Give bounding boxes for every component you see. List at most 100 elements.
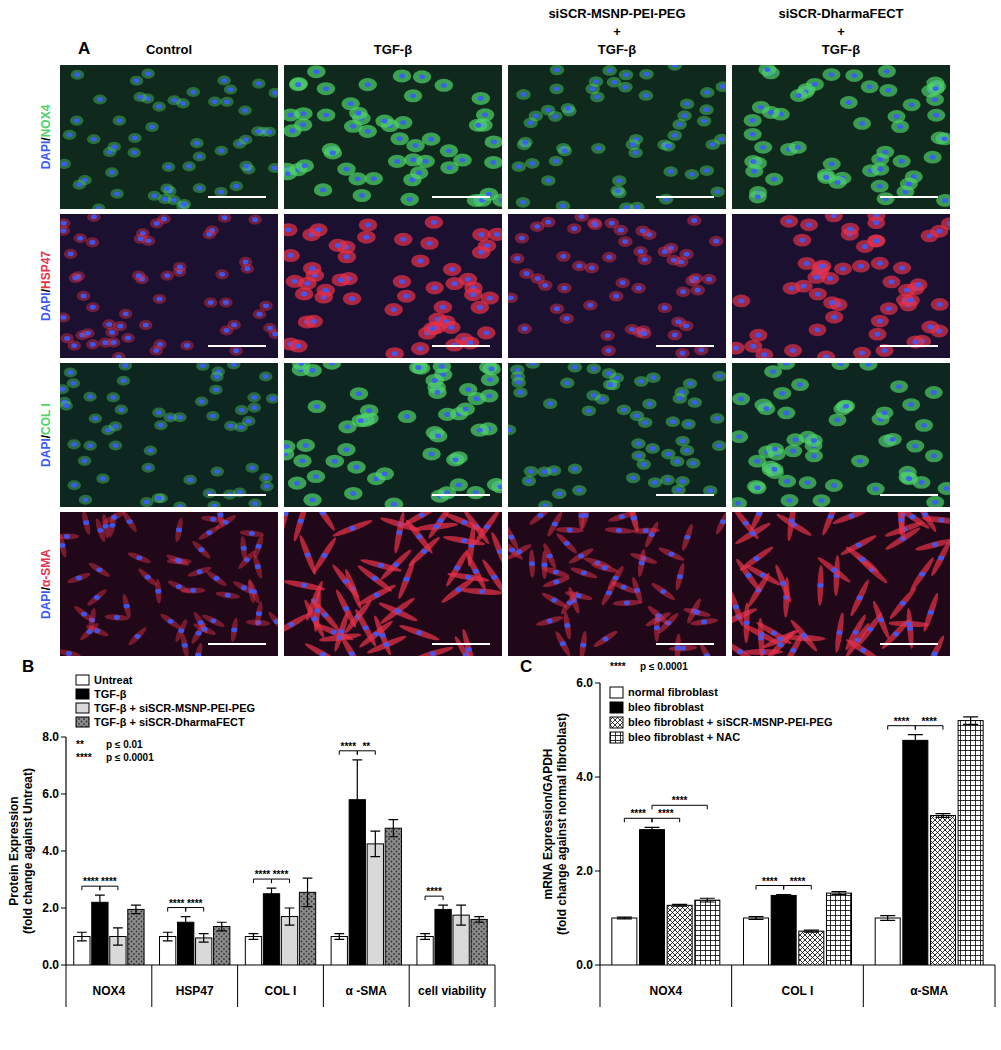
nucleus (490, 160, 496, 165)
nucleus (315, 227, 321, 232)
nucleus (942, 136, 948, 141)
y-tick (61, 908, 66, 909)
figure: AControlTGF-βsiSCR-MSNP-PEI-PEG+TGF-βsiS… (0, 0, 1001, 1050)
cell-body (308, 400, 327, 413)
micrograph (60, 363, 278, 507)
micrograph (284, 65, 502, 209)
nucleus (82, 458, 88, 463)
significance-label: **** (255, 869, 271, 880)
error-bar (199, 934, 209, 943)
nucleus (321, 553, 327, 558)
nucleus (677, 574, 683, 579)
cell-body (529, 111, 544, 122)
axis-title: mRNA Expression/GAPDH (541, 749, 555, 900)
category-label: cell viability (418, 984, 486, 998)
significance-label: **** (921, 716, 937, 727)
significance-label: **** (658, 808, 674, 819)
cell-body (805, 434, 823, 447)
nucleus (916, 282, 922, 287)
nucleus (912, 340, 918, 345)
nucleus (251, 395, 257, 400)
cell-body (174, 517, 184, 542)
scale-bar (208, 345, 266, 347)
nucleus (552, 114, 558, 119)
cell-body (107, 142, 121, 152)
cell-body (871, 180, 889, 193)
nucleus (460, 158, 466, 163)
nucleus (692, 400, 698, 405)
nucleus (620, 280, 626, 285)
cell-body (297, 534, 318, 576)
nucleus (551, 468, 557, 473)
nucleus (161, 217, 167, 222)
nucleus (714, 416, 720, 421)
nucleus (811, 454, 817, 459)
column-header: Control (146, 42, 192, 57)
nucleus (353, 465, 359, 470)
nucleus (831, 214, 837, 218)
nucleus (768, 110, 774, 115)
nucleus (556, 491, 562, 496)
nucleus (397, 136, 403, 141)
nucleus (674, 459, 680, 464)
stain-name: α-SMA (39, 549, 53, 587)
nucleus (300, 122, 306, 127)
cell-body (762, 106, 780, 119)
cell-body (552, 488, 567, 499)
scale-bar (656, 196, 714, 198)
cell-body (812, 494, 830, 507)
cell-body (178, 199, 192, 209)
nucleus (592, 222, 598, 227)
y-tick-label: 4.0 (42, 844, 59, 858)
error-bar (700, 898, 715, 902)
nucleus (789, 518, 795, 523)
stain-name: DAPI (39, 141, 53, 170)
nucleus (66, 132, 72, 137)
nucleus (164, 186, 170, 191)
cell-body (433, 363, 452, 373)
nucleus (828, 72, 834, 77)
cell-body (602, 368, 617, 379)
nucleus (750, 531, 756, 536)
cell-body (63, 130, 77, 140)
error-bar (249, 934, 259, 940)
nucleus (164, 273, 170, 278)
cell-body (668, 65, 683, 71)
nucleus (684, 535, 690, 540)
cell-body (646, 372, 661, 383)
y-tick-label: 0.0 (42, 958, 59, 972)
cell-body (109, 440, 123, 450)
nucleus (744, 620, 750, 625)
nucleus (103, 524, 109, 529)
cell-body (663, 166, 678, 177)
cell-body (205, 569, 228, 588)
nucleus (423, 159, 429, 164)
cell-body (541, 175, 556, 186)
cell-body (744, 114, 762, 127)
nucleus (187, 477, 193, 482)
cell-body (650, 581, 677, 602)
nucleus (522, 140, 528, 145)
nucleus (847, 227, 853, 232)
nucleus (91, 215, 97, 220)
cell-body (263, 323, 277, 333)
nucleus (843, 404, 849, 409)
cell-body (921, 592, 940, 633)
cell-body (556, 201, 571, 209)
nucleus (210, 414, 216, 419)
nucleus (873, 487, 879, 492)
stain-name: DAPI (39, 590, 53, 619)
micrograph (284, 363, 502, 507)
nucleus (675, 319, 681, 324)
nucleus (593, 79, 599, 84)
cell-body (925, 386, 943, 399)
nucleus (634, 413, 640, 418)
cell-body (542, 575, 571, 589)
cell-body (160, 271, 174, 281)
cell-body (567, 223, 582, 234)
nucleus (470, 292, 476, 297)
cell-body (208, 97, 222, 107)
cell-body (152, 102, 166, 112)
nucleus (138, 236, 144, 241)
nucleus (823, 175, 829, 180)
